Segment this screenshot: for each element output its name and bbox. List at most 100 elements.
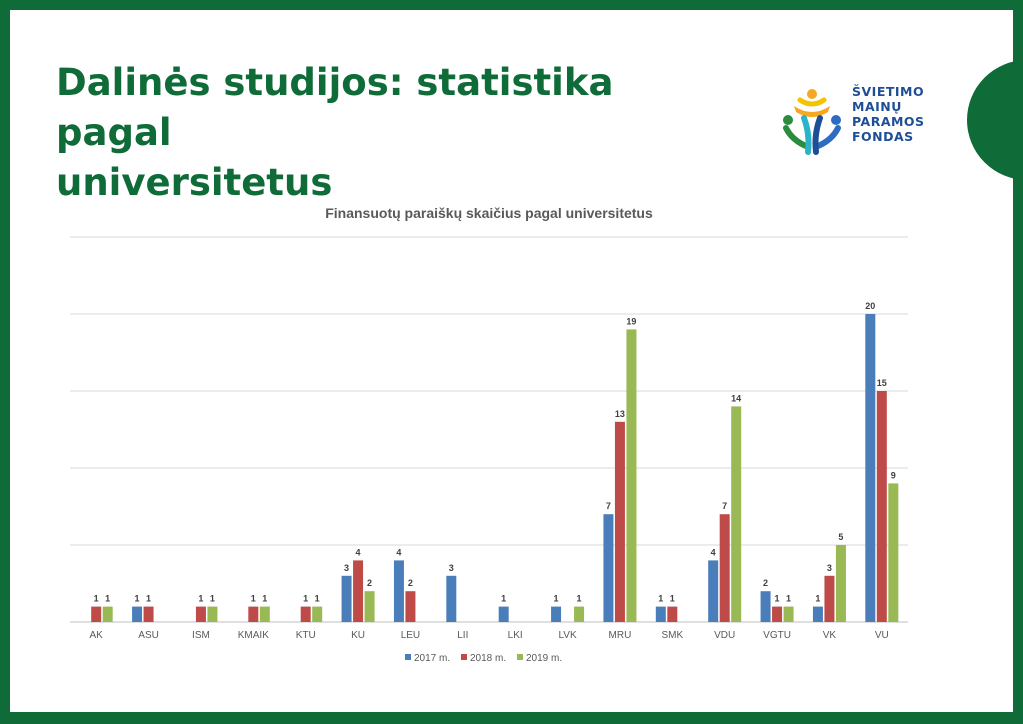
data-label: 3 <box>344 563 349 573</box>
bar <box>102 606 113 622</box>
logo-figures-icon <box>783 89 841 155</box>
data-label: 7 <box>606 501 611 511</box>
bar <box>353 560 364 622</box>
bar <box>708 560 719 622</box>
data-label: 1 <box>577 594 582 604</box>
smpf-logo: ŠVIETIMO MAINŲ PARAMOS FONDAS <box>780 82 930 162</box>
logo-text-line: ŠVIETIMO <box>852 84 925 99</box>
data-label: 14 <box>731 393 741 403</box>
x-tick-label: VGTU <box>763 630 791 641</box>
data-label: 2 <box>763 578 768 588</box>
bar <box>626 329 637 622</box>
data-label: 1 <box>146 594 151 604</box>
data-label: 1 <box>658 594 663 604</box>
data-label: 1 <box>135 594 140 604</box>
x-tick-label: LEU <box>401 630 420 641</box>
data-label: 19 <box>626 316 636 326</box>
bar <box>719 514 730 622</box>
data-label: 15 <box>877 378 887 388</box>
x-tick-label: VU <box>875 630 889 641</box>
data-label: 1 <box>251 594 256 604</box>
bar <box>760 591 771 622</box>
logo-text-line: PARAMOS <box>852 114 925 129</box>
chart-title: Finansuotų paraiškų skaičius pagal unive… <box>325 205 653 221</box>
x-tick-label: LKI <box>508 630 523 641</box>
bar <box>667 606 678 622</box>
data-label: 2 <box>367 578 372 588</box>
bar <box>393 560 404 622</box>
data-label: 20 <box>865 301 875 311</box>
bar <box>259 606 270 622</box>
bar <box>91 606 102 622</box>
bar <box>876 391 887 622</box>
bar <box>207 606 218 622</box>
x-tick-label: KMAIK <box>238 630 269 641</box>
bar <box>655 606 666 622</box>
data-label: 1 <box>501 594 506 604</box>
data-label: 1 <box>554 594 559 604</box>
legend-label: 2019 m. <box>526 653 562 664</box>
data-label: 1 <box>315 594 320 604</box>
bar <box>195 606 206 622</box>
bar <box>865 314 876 622</box>
bar <box>446 575 457 622</box>
x-tick-label: KTU <box>296 630 316 641</box>
data-label: 13 <box>615 409 625 419</box>
data-label: 4 <box>356 547 361 557</box>
x-tick-label: AK <box>90 630 104 641</box>
bars <box>91 314 899 622</box>
slide-title-line-2: universitetus <box>56 161 333 204</box>
x-tick-label: VK <box>823 630 837 641</box>
data-label: 3 <box>449 563 454 573</box>
x-tick-label: KU <box>351 630 365 641</box>
data-label: 1 <box>105 594 110 604</box>
x-tick-label: VDU <box>714 630 735 641</box>
legend-swatch <box>461 654 467 660</box>
x-tick-label: LVK <box>558 630 576 641</box>
data-label: 4 <box>396 547 401 557</box>
bar <box>498 606 509 622</box>
x-tick-label: ISM <box>192 630 210 641</box>
legend-swatch <box>517 654 523 660</box>
x-tick-label: SMK <box>661 630 683 641</box>
data-label: 1 <box>210 594 215 604</box>
bar <box>888 483 899 622</box>
bar <box>603 514 614 622</box>
bar <box>143 606 154 622</box>
x-axis-tick-labels: AK ASU ISM KMAIK KTU KU LEU LII LKI LVK MRU SMK VDU V… <box>90 630 889 641</box>
bar <box>341 575 352 622</box>
data-label: 5 <box>838 532 843 542</box>
x-tick-label: MRU <box>609 630 632 641</box>
bar <box>312 606 323 622</box>
data-label: 4 <box>711 547 716 557</box>
logo-text: ŠVIETIMO MAINŲ PARAMOS FONDAS <box>852 84 925 144</box>
data-label: 2 <box>408 578 413 588</box>
data-label: 1 <box>775 594 780 604</box>
legend-swatch <box>405 654 411 660</box>
bar <box>132 606 143 622</box>
data-label: 1 <box>815 594 820 604</box>
data-label: 1 <box>94 594 99 604</box>
data-label: 9 <box>891 470 896 480</box>
legend-label: 2017 m. <box>414 653 450 664</box>
bar <box>574 606 585 622</box>
slide-title: Dalinės studijos: statistika pagal unive… <box>56 58 696 208</box>
x-tick-label: LII <box>457 630 468 641</box>
bar <box>614 421 625 622</box>
bar <box>300 606 311 622</box>
legend-label: 2018 m. <box>470 653 506 664</box>
data-label: 1 <box>670 594 675 604</box>
data-label: 1 <box>262 594 267 604</box>
data-label: 1 <box>198 594 203 604</box>
legend: 2017 m. 2018 m. 2019 m. <box>405 653 562 664</box>
bar <box>551 606 562 622</box>
bar <box>731 406 742 622</box>
bar <box>772 606 783 622</box>
slide-title-line-1: Dalinės studijos: statistika pagal <box>56 61 614 154</box>
bar <box>248 606 259 622</box>
bar <box>405 591 416 622</box>
data-label: 3 <box>827 563 832 573</box>
bar <box>783 606 794 622</box>
